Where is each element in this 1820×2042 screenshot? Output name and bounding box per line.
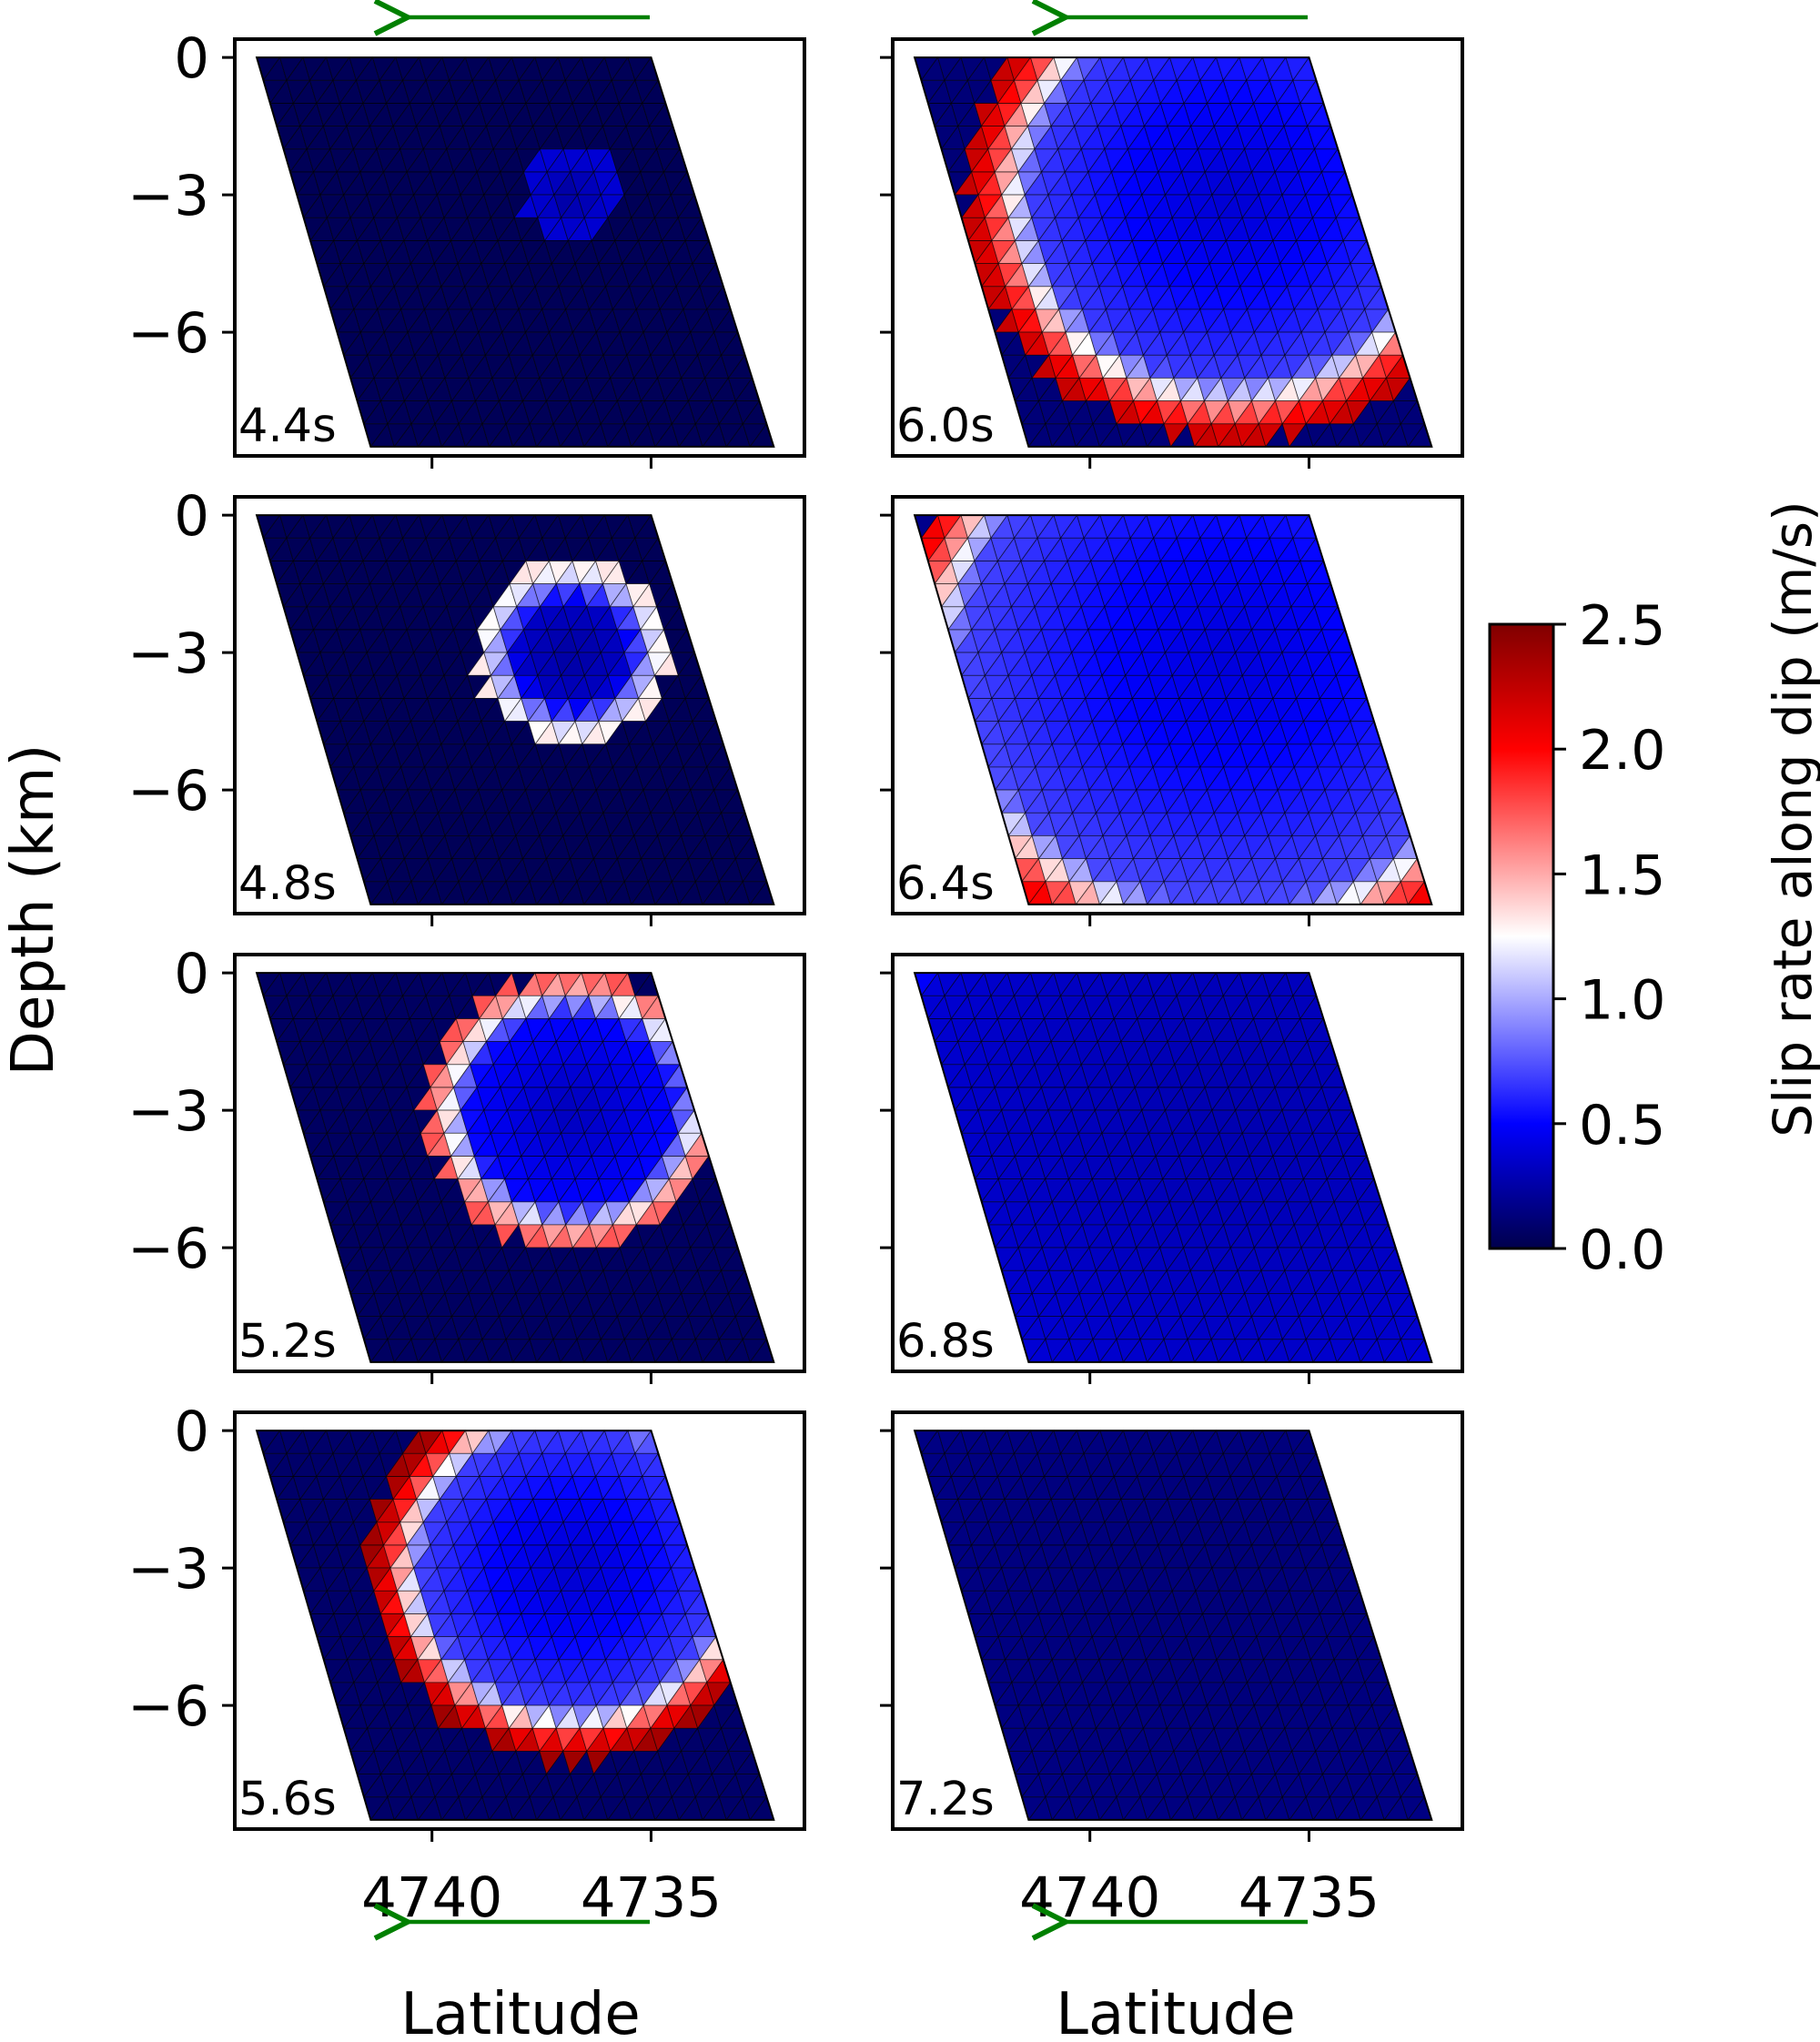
time-label: 6.0s xyxy=(896,399,995,453)
colorbar-ticks: 0.0 0.5 1.0 1.5 2.0 2.5 xyxy=(1553,594,1665,1282)
colorbar: 0.0 0.5 1.0 1.5 2.0 2.5 Slip rate along dip (… xyxy=(1488,500,1820,1282)
colorbar-tick-label: 0.5 xyxy=(1579,1094,1665,1157)
y-tick-label: −6 xyxy=(127,759,209,824)
y-tick-label: 0 xyxy=(174,942,209,1006)
panel-frame xyxy=(233,495,806,915)
slip-rate-panel: 6.4s xyxy=(880,495,1464,926)
colorbar-tick-label: 1.0 xyxy=(1579,969,1665,1033)
y-tick-label: −3 xyxy=(127,1079,209,1144)
fault-outline xyxy=(255,514,775,905)
fault-mesh xyxy=(256,514,774,905)
y-tick-label: −6 xyxy=(127,301,209,366)
slip-rate-panel: 0 −3 −6 4.4s xyxy=(127,17,806,469)
colorbar-gradient xyxy=(1488,622,1555,1250)
fault-mesh xyxy=(914,56,1432,448)
fault-mesh xyxy=(914,514,1432,905)
panels-layer: 0 −3 −6 4.4s 0 −3 −6 4.8s 0 −3 −6 5.2s 0 −3 −6 4740 4735… xyxy=(127,17,1464,1930)
fault-mesh xyxy=(256,1430,774,1821)
time-label: 7.2s xyxy=(896,1773,995,1826)
colorbar-tick-label: 1.5 xyxy=(1579,844,1665,907)
x-axis-label-right: Latitude xyxy=(1056,1981,1295,2042)
slip-rate-panel: 6.0s xyxy=(880,17,1464,469)
x-axis-label-left: Latitude xyxy=(400,1981,640,2042)
y-tick-label: −3 xyxy=(127,164,209,228)
slip-rate-panel: 6.8s xyxy=(880,953,1464,1384)
y-tick-label: −6 xyxy=(127,1217,209,1281)
slip-rate-panel: 0 −3 −6 4.8s xyxy=(127,484,806,926)
colorbar-tick-label: 2.0 xyxy=(1579,719,1665,783)
fault-mesh xyxy=(256,56,774,448)
y-tick-label: −3 xyxy=(127,622,209,686)
y-axis-label: Depth (km) xyxy=(0,744,67,1077)
y-tick-label: 0 xyxy=(174,1400,209,1464)
y-tick-label: 0 xyxy=(174,484,209,549)
time-label: 5.2s xyxy=(238,1315,337,1369)
time-label: 6.8s xyxy=(896,1315,995,1369)
slip-rate-panel: 0 −3 −6 5.2s xyxy=(127,942,806,1384)
panel-frame xyxy=(233,37,806,458)
fault-outline xyxy=(255,56,775,448)
colorbar-label: Slip rate along dip (m/s) xyxy=(1762,500,1820,1137)
time-label: 5.6s xyxy=(238,1773,337,1826)
y-tick-label: 0 xyxy=(174,26,209,91)
time-label: 6.4s xyxy=(896,857,995,911)
fault-mesh xyxy=(914,972,1432,1363)
y-tick-label: −3 xyxy=(127,1537,209,1602)
colorbar-tick-label: 2.5 xyxy=(1579,594,1665,658)
time-label: 4.4s xyxy=(238,399,337,453)
fault-mesh xyxy=(256,972,774,1363)
y-tick-label: −6 xyxy=(127,1674,209,1739)
colorbar-tick-label: 0.0 xyxy=(1579,1218,1665,1282)
fault-mesh xyxy=(914,1430,1432,1821)
time-label: 4.8s xyxy=(238,857,337,911)
